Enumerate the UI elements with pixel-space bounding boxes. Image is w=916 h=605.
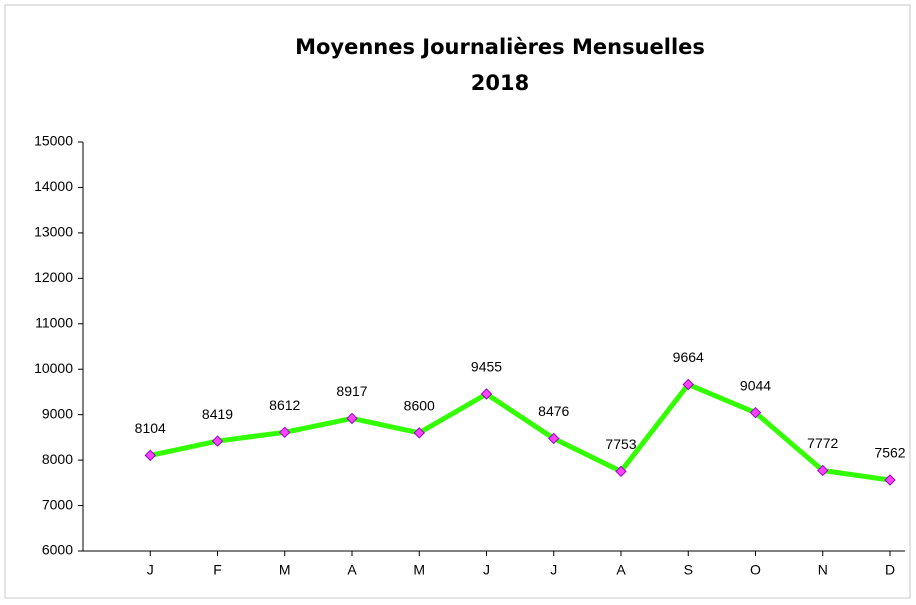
x-tick-label: A <box>347 562 357 578</box>
y-tick-label: 13000 <box>34 224 73 240</box>
data-point <box>682 378 694 391</box>
data-point <box>884 474 896 486</box>
data-label: 8104 <box>135 420 166 436</box>
data-label: 8476 <box>538 403 569 419</box>
data-label: 9664 <box>673 349 704 365</box>
x-tick-label: A <box>616 562 626 578</box>
data-label: 8917 <box>336 383 367 399</box>
y-tick-label: 15000 <box>34 133 73 149</box>
x-tick-label: N <box>818 562 828 578</box>
x-tick-label: J <box>147 562 154 578</box>
data-point <box>749 406 762 419</box>
data-label: 7562 <box>874 445 905 461</box>
data-point <box>346 412 358 425</box>
chart-title: Moyennes Journalières Mensuelles <box>295 35 705 59</box>
y-tick-label: 12000 <box>34 269 73 285</box>
x-tick-label: D <box>885 562 895 578</box>
y-tick-label: 6000 <box>42 542 73 558</box>
y-tick-label: 8000 <box>42 451 73 467</box>
y-tick-label: 7000 <box>42 496 73 512</box>
y-tick-label: 9000 <box>42 405 73 421</box>
data-point <box>144 449 156 462</box>
data-label: 8419 <box>202 406 233 422</box>
data-point <box>413 427 425 439</box>
data-label: 8612 <box>269 397 300 413</box>
x-tick-label: J <box>550 562 557 578</box>
data-label: 9455 <box>471 359 502 375</box>
data-point <box>548 432 560 445</box>
x-tick-label: J <box>483 562 490 578</box>
x-tick-label: M <box>413 562 425 578</box>
x-tick-label: F <box>213 562 222 578</box>
y-tick-label: 14000 <box>34 178 73 194</box>
data-label: 7772 <box>807 435 838 451</box>
data-point <box>211 435 224 447</box>
x-tick-label: M <box>279 562 291 578</box>
data-label: 8600 <box>404 398 435 414</box>
x-tick-label: S <box>684 562 693 578</box>
y-tick-label: 11000 <box>35 314 73 330</box>
data-point <box>817 464 829 477</box>
data-point <box>480 388 493 400</box>
y-tick-label: 10000 <box>34 360 73 376</box>
data-point <box>279 426 291 439</box>
chart-subtitle: 2018 <box>471 71 529 95</box>
data-point <box>615 465 627 478</box>
x-tick-label: O <box>750 562 761 578</box>
data-label: 7753 <box>605 436 636 452</box>
data-label: 9044 <box>740 377 771 393</box>
data-line <box>149 381 891 483</box>
chart-frame <box>4 4 911 599</box>
